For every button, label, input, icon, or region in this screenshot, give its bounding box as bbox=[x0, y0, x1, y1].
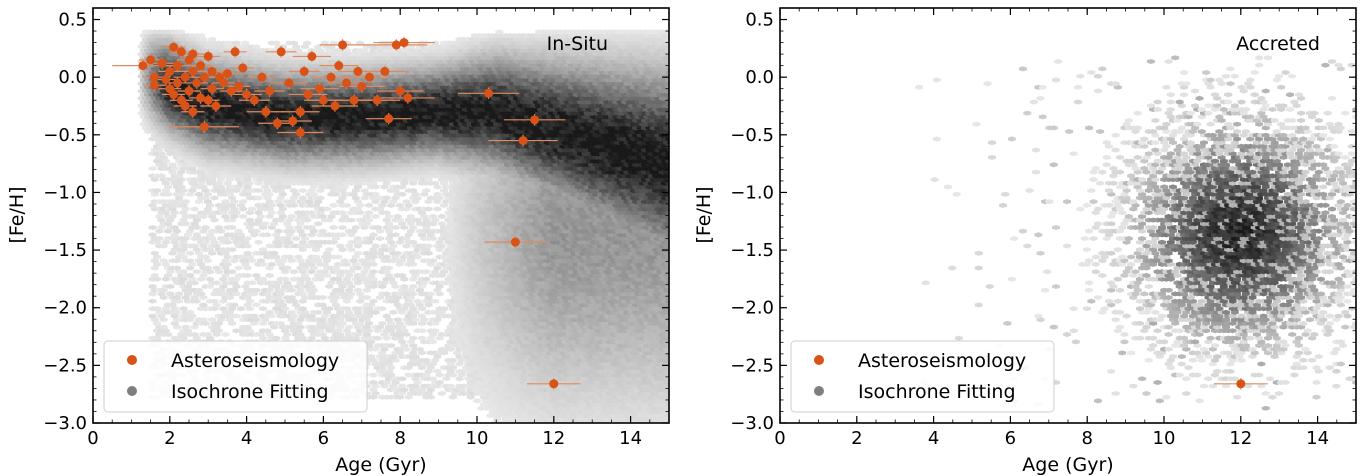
density-hexbin bbox=[437, 213, 446, 219]
density-hexbin bbox=[369, 379, 378, 385]
density-hexbin bbox=[369, 357, 378, 363]
density-hexbin bbox=[665, 357, 669, 363]
density-hexbin bbox=[665, 372, 669, 378]
density-hexbin bbox=[437, 391, 446, 396]
density-hexbin bbox=[665, 416, 669, 422]
density-hexbin bbox=[433, 368, 442, 374]
density-hexbin bbox=[424, 391, 433, 396]
density-hexbin bbox=[254, 239, 263, 245]
density-hexbin bbox=[448, 357, 457, 363]
density-hexbin bbox=[265, 272, 274, 278]
density-hexbin bbox=[376, 236, 384, 242]
density-hexbin bbox=[221, 331, 230, 337]
density-hexbin bbox=[433, 354, 442, 360]
density-hexbin bbox=[371, 213, 380, 219]
density-hexbin bbox=[446, 383, 455, 389]
density-hexbin bbox=[239, 213, 248, 219]
density-hexbin bbox=[292, 236, 301, 242]
density-hexbin bbox=[391, 357, 400, 363]
density-hexbin bbox=[426, 387, 435, 393]
density-hexbin bbox=[457, 387, 466, 393]
density-hexbin bbox=[665, 394, 669, 400]
density-hexbin bbox=[429, 376, 437, 382]
density-hexbin bbox=[367, 354, 376, 360]
density-hexbin bbox=[237, 306, 245, 312]
density-hexbin bbox=[289, 269, 298, 275]
density-hexbin bbox=[398, 391, 407, 396]
density-hexbin bbox=[365, 202, 373, 208]
density-hexbin bbox=[398, 383, 407, 389]
density-hexbin bbox=[192, 269, 201, 275]
density-hexbin bbox=[148, 298, 157, 304]
density-hexbin bbox=[398, 376, 407, 382]
density-hexbin bbox=[371, 391, 380, 396]
density-hexbin bbox=[665, 409, 669, 415]
density-hexbin bbox=[435, 379, 444, 385]
density-hexbin bbox=[148, 225, 157, 230]
density-hexbin bbox=[389, 354, 398, 360]
density-hexbin bbox=[665, 365, 669, 371]
density-hexbin bbox=[473, 398, 482, 404]
panel-in-situ: 0 2 4 6 8 10 12 14−3.0−2.5−2.0−1.5−1.0−0.50.00.… bbox=[6, 7, 670, 476]
density-hexbin bbox=[665, 402, 669, 408]
density-hexbin bbox=[431, 357, 440, 363]
density-hexbin bbox=[422, 357, 431, 363]
density-hexbin bbox=[314, 221, 323, 227]
density-hexbin bbox=[369, 387, 378, 393]
density-hexbin bbox=[665, 379, 669, 385]
density-hexbin bbox=[186, 250, 195, 256]
density-hexbin bbox=[411, 354, 420, 360]
density-hexbin bbox=[369, 372, 378, 378]
density-hexbin bbox=[298, 188, 307, 194]
density-hexbin bbox=[329, 202, 338, 208]
density-hexbin bbox=[259, 306, 267, 312]
density-hexbin bbox=[190, 206, 199, 212]
density-hexbin bbox=[400, 387, 409, 393]
density-hexbin bbox=[338, 225, 347, 230]
density-hexbin bbox=[433, 206, 442, 212]
density-hexbin bbox=[252, 302, 261, 308]
density-hexbin bbox=[234, 265, 243, 271]
density-hexbin bbox=[329, 225, 338, 230]
density-hexbin bbox=[415, 346, 424, 352]
density-hexbin bbox=[210, 195, 219, 201]
density-hexbin bbox=[389, 309, 398, 315]
density-hexbin bbox=[418, 387, 426, 393]
